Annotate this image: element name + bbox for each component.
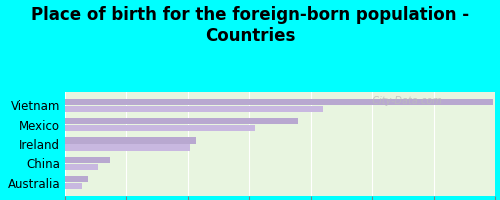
- Bar: [65, 157, 110, 163]
- Bar: [65, 137, 196, 144]
- Bar: [65, 118, 298, 124]
- Bar: [65, 106, 323, 112]
- Text: City-Data.com: City-Data.com: [366, 96, 442, 106]
- Bar: [65, 183, 82, 189]
- Bar: [65, 125, 256, 131]
- Bar: [65, 144, 190, 151]
- Bar: [65, 176, 88, 182]
- Bar: [65, 99, 492, 105]
- Bar: [65, 164, 98, 170]
- Text: Place of birth for the foreign-born population -
Countries: Place of birth for the foreign-born popu…: [31, 6, 469, 45]
